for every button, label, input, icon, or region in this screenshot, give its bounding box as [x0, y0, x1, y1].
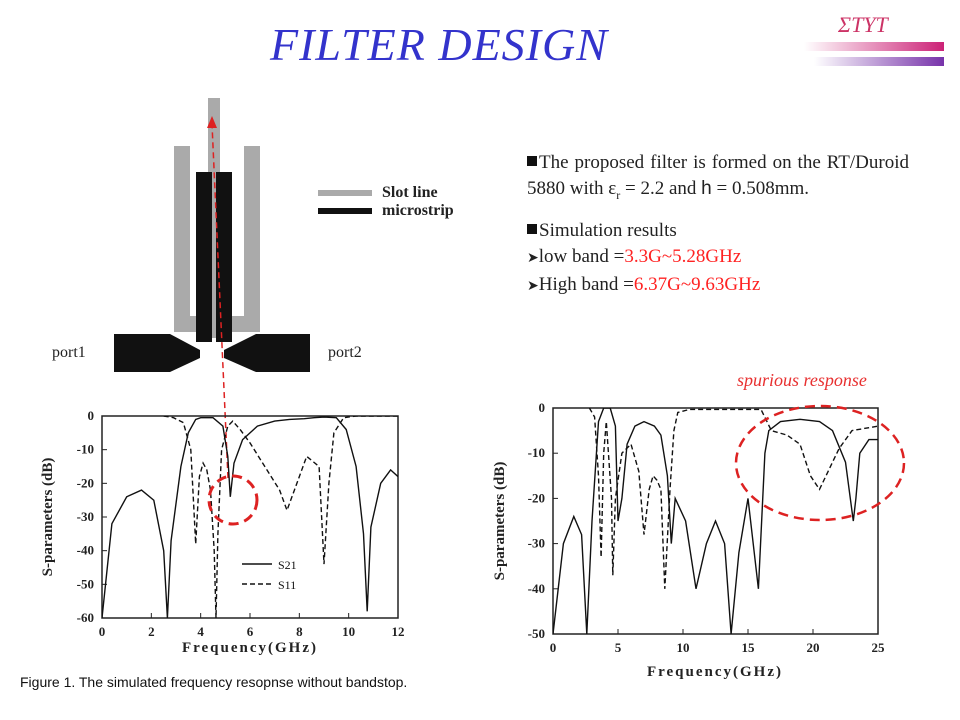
annotation-arrowhead [207, 116, 217, 128]
y-tick-label: -30 [528, 536, 545, 551]
brand-logo-bars [804, 42, 944, 66]
x-tick-label: 0 [550, 640, 557, 655]
low-band-value: 3.3G~5.28GHz [624, 245, 742, 267]
y-tick-label: 0 [539, 400, 546, 415]
brand-logo-text: ΣΤΥΤ [838, 12, 888, 37]
figure-caption: Figure 1. The simulated frequency resopn… [20, 674, 408, 690]
band-item-low: ➤low band =3.3G~5.28GHz [527, 244, 909, 272]
bullet-1-part: = 0.508mm. [711, 178, 810, 199]
legend-label: S21 [278, 558, 297, 572]
arrow-bullet-icon: ➤ [527, 278, 539, 294]
high-band-label: High band = [538, 273, 634, 295]
y-tick-label: -50 [528, 626, 545, 641]
bullet-2-text: Simulation results [539, 219, 677, 241]
x-axis-label: Frequency(GHz) [182, 640, 318, 656]
x-tick-label: 10 [677, 640, 690, 655]
square-bullet-icon [527, 156, 537, 166]
y-tick-label: -20 [77, 475, 94, 490]
plot-frame [552, 407, 879, 635]
y-tick-label: -40 [528, 581, 545, 596]
high-band-value: 6.37G~9.63GHz [633, 273, 761, 295]
series-line-s21 [553, 408, 878, 634]
x-tick-label: 4 [197, 624, 204, 639]
x-tick-label: 8 [296, 624, 303, 639]
bullet-2: Simulation results [527, 218, 909, 244]
y-axis-label: S-parameters (dB) [40, 458, 56, 577]
x-tick-label: 5 [615, 640, 622, 655]
microstrip-u [196, 172, 232, 342]
bullet-1-part: r [616, 187, 621, 202]
bullet-1: The proposed filter is formed on the RT/… [527, 150, 909, 208]
x-tick-label: 0 [99, 624, 106, 639]
port1-feed [114, 334, 200, 372]
legend-label: S11 [278, 578, 296, 592]
y-tick-label: -10 [77, 442, 94, 457]
band-item-high: ➤High band =6.37G~9.63GHz [527, 272, 909, 300]
x-tick-label: 2 [148, 624, 155, 639]
x-axis-label: Frequency(GHz) [647, 664, 783, 680]
series-line-s21 [102, 416, 398, 618]
y-tick-label: -50 [77, 576, 94, 591]
port2-feed [224, 334, 310, 372]
series-line-s11 [163, 416, 398, 618]
x-tick-label: 10 [342, 624, 355, 639]
annotation-arrow [211, 123, 229, 479]
microstrip-legend-label: microstrip [382, 202, 454, 219]
y-axis-label: S-parameters (dB) [492, 462, 508, 581]
bullet-1-text: The proposed filter is formed on the RT/… [527, 152, 909, 202]
x-tick-label: 20 [807, 640, 820, 655]
series-line-s11 [588, 408, 878, 589]
x-tick-label: 6 [247, 624, 254, 639]
y-tick-label: 0 [88, 408, 95, 423]
x-tick-label: 12 [392, 624, 405, 639]
y-tick-label: -30 [77, 509, 94, 524]
y-tick-label: -60 [77, 610, 94, 625]
slot-line-legend-swatch [318, 190, 372, 196]
square-bullet-icon [527, 223, 537, 234]
bullet-1-part: The proposed filter is formed on the RT/… [527, 152, 909, 199]
slot-line-u [174, 146, 260, 332]
spurious-response-label: spurious response [737, 370, 867, 390]
y-tick-label: -20 [528, 490, 545, 505]
port2-label: port2 [328, 344, 362, 361]
slide-title: FILTER DESIGN [270, 19, 608, 70]
x-tick-label: 15 [742, 640, 756, 655]
microstrip-legend-swatch [318, 208, 372, 214]
y-tick-label: -10 [528, 445, 545, 460]
notch-highlight-circle [207, 474, 259, 526]
bullet-1-part: h [701, 178, 712, 199]
y-tick-label: -40 [77, 543, 94, 558]
x-tick-label: 25 [872, 640, 886, 655]
bullet-1-part: = 2.2 and [620, 178, 702, 199]
spurious-highlight-ellipse [734, 404, 906, 522]
slot-line-legend-label: Slot line [382, 184, 438, 201]
arrow-bullet-icon: ➤ [527, 250, 539, 266]
bullet-list: The proposed filter is formed on the RT/… [527, 150, 909, 300]
low-band-label: low band = [538, 245, 625, 267]
port1-label: port1 [52, 344, 86, 361]
